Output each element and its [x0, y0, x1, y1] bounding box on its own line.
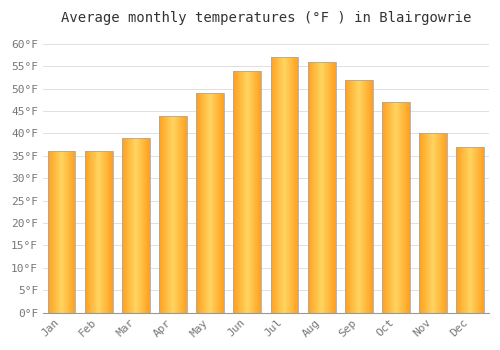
Bar: [159, 116, 187, 313]
Bar: [382, 102, 410, 313]
Bar: [308, 62, 336, 313]
Bar: [456, 147, 484, 313]
Bar: [419, 133, 447, 313]
Bar: [122, 138, 150, 313]
Title: Average monthly temperatures (°F ) in Blairgowrie: Average monthly temperatures (°F ) in Bl…: [60, 11, 471, 25]
Bar: [196, 93, 224, 313]
Bar: [85, 152, 112, 313]
Bar: [234, 71, 262, 313]
Bar: [48, 152, 76, 313]
Bar: [270, 57, 298, 313]
Bar: [345, 80, 373, 313]
